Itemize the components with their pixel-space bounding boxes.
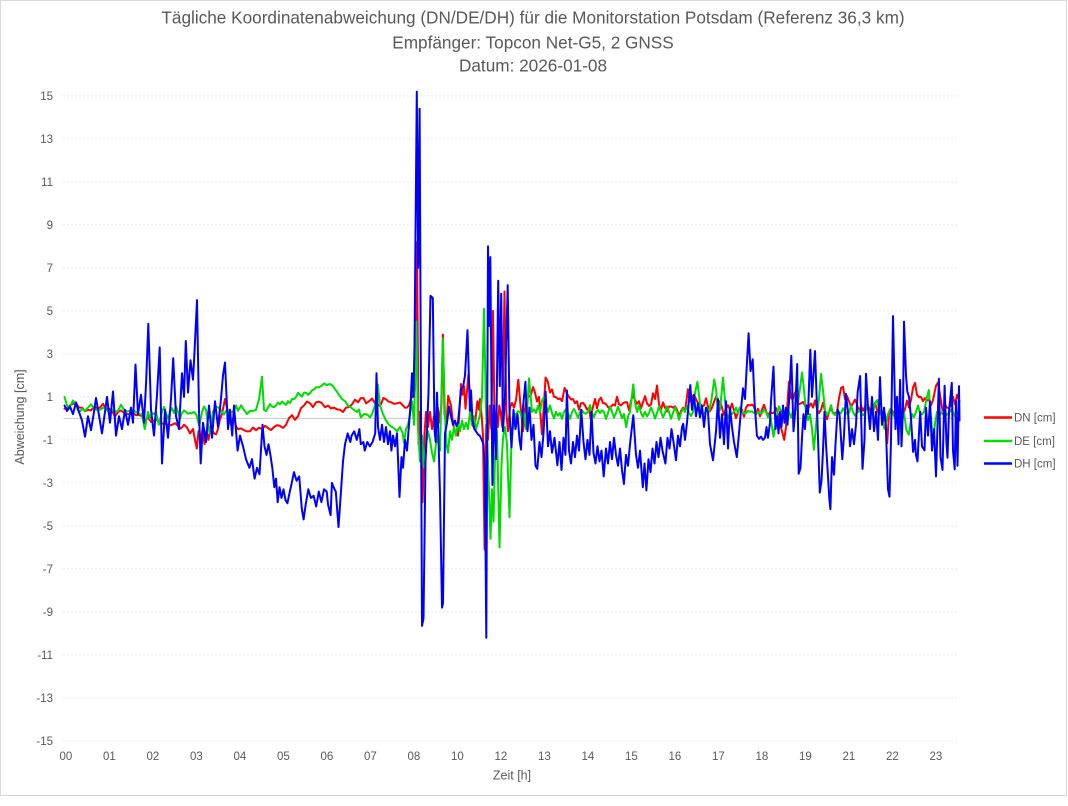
svg-text:5: 5	[47, 306, 53, 318]
svg-text:00: 00	[60, 751, 73, 763]
svg-text:12: 12	[495, 751, 508, 763]
svg-text:-15: -15	[36, 736, 53, 748]
svg-text:05: 05	[277, 751, 290, 763]
svg-text:DH [cm]: DH [cm]	[1014, 459, 1056, 471]
svg-text:Tägliche Koordinatenabweichung: Tägliche Koordinatenabweichung (DN/DE/DH…	[161, 8, 904, 28]
svg-text:13: 13	[538, 751, 551, 763]
svg-text:-5: -5	[43, 521, 53, 533]
svg-text:08: 08	[408, 751, 421, 763]
svg-text:Datum: 2026-01-08: Datum: 2026-01-08	[459, 56, 607, 76]
svg-text:15: 15	[40, 91, 53, 103]
svg-text:01: 01	[103, 751, 116, 763]
svg-text:13: 13	[40, 134, 53, 146]
svg-text:22: 22	[886, 751, 899, 763]
svg-text:-13: -13	[36, 693, 53, 705]
svg-text:DE [cm]: DE [cm]	[1014, 436, 1055, 448]
svg-text:03: 03	[190, 751, 203, 763]
svg-text:18: 18	[756, 751, 769, 763]
svg-text:17: 17	[712, 751, 725, 763]
svg-text:Empfänger: Topcon Net-G5, 2 GN: Empfänger: Topcon Net-G5, 2 GNSS	[392, 33, 674, 53]
svg-text:16: 16	[669, 751, 682, 763]
svg-text:11: 11	[41, 177, 53, 189]
svg-text:9: 9	[47, 220, 53, 232]
svg-text:Abweichung [cm]: Abweichung [cm]	[13, 369, 27, 464]
svg-text:3: 3	[47, 349, 53, 361]
svg-text:-3: -3	[43, 478, 53, 490]
svg-text:10: 10	[451, 751, 464, 763]
svg-text:04: 04	[234, 751, 247, 763]
svg-text:15: 15	[625, 751, 638, 763]
svg-text:14: 14	[582, 751, 595, 763]
svg-text:-7: -7	[43, 564, 53, 576]
svg-text:02: 02	[147, 751, 160, 763]
svg-text:21: 21	[843, 751, 856, 763]
svg-text:-9: -9	[43, 607, 53, 619]
svg-text:1: 1	[47, 392, 53, 404]
svg-text:07: 07	[364, 751, 377, 763]
svg-text:-11: -11	[37, 650, 53, 662]
svg-text:06: 06	[321, 751, 334, 763]
svg-text:Zeit [h]: Zeit [h]	[493, 769, 531, 783]
svg-text:DN [cm]: DN [cm]	[1014, 413, 1056, 425]
svg-text:23: 23	[930, 751, 943, 763]
svg-text:19: 19	[799, 751, 812, 763]
svg-text:7: 7	[47, 263, 53, 275]
svg-text:-1: -1	[43, 435, 53, 447]
